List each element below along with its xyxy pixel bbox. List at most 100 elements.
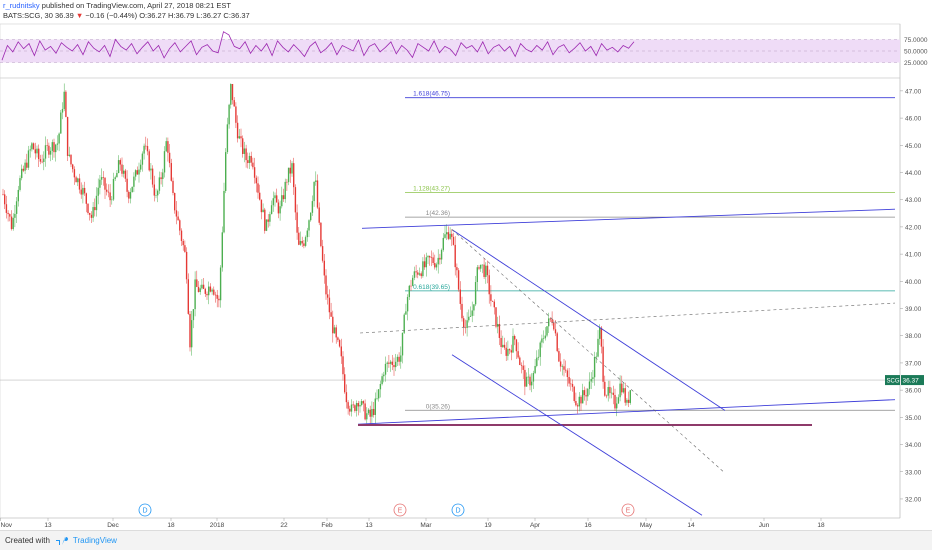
- candle-body: [457, 270, 460, 290]
- rsi-level-label: 50.0000: [904, 49, 928, 56]
- trendline-down_lower[interactable]: [451, 354, 703, 516]
- dividend-marker[interactable]: [451, 503, 465, 517]
- symbol-label[interactable]: BATS:SCG, 30: [3, 11, 53, 20]
- candle-body: [32, 143, 35, 150]
- candle-body: [583, 390, 586, 396]
- candle-body: [184, 245, 186, 252]
- candle-body: [43, 158, 45, 162]
- candle-body: [587, 388, 589, 397]
- candle-body: [609, 387, 611, 394]
- candle-body: [145, 145, 147, 147]
- candle-body: [24, 162, 26, 171]
- price-tag-value: 36.37: [903, 378, 920, 385]
- candle-body: [600, 327, 603, 347]
- candle-body: [369, 409, 371, 417]
- candle-body: [364, 403, 366, 420]
- candle-body: [44, 145, 47, 159]
- candle-body: [199, 288, 201, 292]
- candle-body: [361, 401, 363, 405]
- candle-body: [338, 340, 341, 347]
- candle-body: [78, 178, 81, 190]
- candle-body: [491, 300, 494, 302]
- fib-level-label: 1(42.36): [426, 210, 450, 217]
- candle-body: [459, 289, 461, 304]
- candle-body: [342, 356, 344, 375]
- candle-body: [502, 344, 504, 348]
- trendline-dashed_down[interactable]: [451, 229, 726, 474]
- candle-body: [619, 383, 621, 398]
- candle-body: [119, 160, 121, 165]
- candle-body: [99, 179, 101, 188]
- fib-level-label: 1.618(46.75): [413, 91, 450, 98]
- candle-body: [162, 172, 164, 180]
- candle-body: [213, 289, 215, 295]
- candle-body: [196, 279, 198, 287]
- candle-body: [255, 177, 257, 184]
- candle-body: [240, 136, 242, 139]
- tradingview-icon: [55, 536, 68, 545]
- chart-canvas[interactable]: 75.0000 50.0000 25.0000 32.00 33.00 34.00 35.0…: [0, 0, 932, 530]
- candle-body: [471, 310, 473, 316]
- candle-body: [277, 202, 280, 214]
- candle-body: [106, 189, 108, 192]
- candle-body: [68, 154, 70, 156]
- candle-body: [405, 311, 407, 315]
- time-tick-label: 19: [484, 522, 492, 529]
- candle-body: [49, 150, 52, 155]
- candle-body: [429, 256, 431, 258]
- candle-body: [396, 356, 399, 362]
- candle-body: [469, 315, 472, 317]
- candle-body: [597, 338, 599, 357]
- candle-body: [622, 388, 625, 393]
- dividend-marker[interactable]: [138, 503, 152, 517]
- author-link[interactable]: r_rudnitsky: [3, 1, 40, 10]
- candle-body: [553, 322, 555, 330]
- candle-body: [323, 260, 325, 276]
- candle-body: [590, 378, 592, 382]
- candle-body: [580, 396, 582, 404]
- candle-body: [515, 339, 518, 352]
- candle-body: [134, 170, 137, 177]
- candle-body: [456, 267, 458, 271]
- price-tag-symbol: SCG: [887, 379, 900, 385]
- tradingview-logo[interactable]: TradingView: [55, 536, 117, 545]
- trendline-upper_channel[interactable]: [361, 208, 896, 229]
- trendline-dashed_up[interactable]: [359, 302, 896, 334]
- candle-body: [148, 151, 150, 171]
- candle-body: [109, 192, 111, 201]
- earnings-marker[interactable]: [393, 503, 407, 517]
- time-tick-label: 13: [44, 522, 52, 529]
- candle-body: [626, 399, 628, 403]
- candle-body: [427, 256, 429, 258]
- candle-body: [287, 167, 290, 183]
- time-tick-label: Dec: [107, 522, 119, 529]
- down-arrow-icon: ▼: [75, 11, 84, 20]
- price-tick-label: 33.00: [905, 469, 922, 476]
- candle-body: [321, 246, 324, 261]
- candle-body: [133, 176, 135, 187]
- candle-body: [14, 213, 16, 218]
- candle-body: [123, 170, 125, 174]
- trendline-support_rising[interactable]: [357, 399, 896, 425]
- time-tick-label: May: [640, 522, 653, 529]
- candle-body: [121, 164, 123, 174]
- earnings-marker[interactable]: [621, 503, 635, 517]
- candle-body: [221, 232, 223, 268]
- main-pane[interactable]: [0, 77, 901, 519]
- candle-body: [107, 191, 110, 193]
- candle-body: [315, 180, 317, 182]
- candle-body: [442, 237, 444, 250]
- candle-body: [46, 145, 48, 146]
- price-tick-label: 46.00: [905, 116, 922, 123]
- time-tick-label: 18: [167, 522, 175, 529]
- candle-body: [179, 220, 181, 231]
- candle-body: [415, 271, 417, 273]
- candle-body: [481, 264, 484, 266]
- candle-body: [157, 190, 159, 196]
- candle-body: [542, 338, 545, 339]
- candle-body: [568, 377, 570, 384]
- candle-body: [406, 296, 409, 312]
- candle-body: [532, 373, 535, 382]
- price-tick-label: 35.00: [905, 415, 922, 422]
- candle-body: [253, 167, 256, 178]
